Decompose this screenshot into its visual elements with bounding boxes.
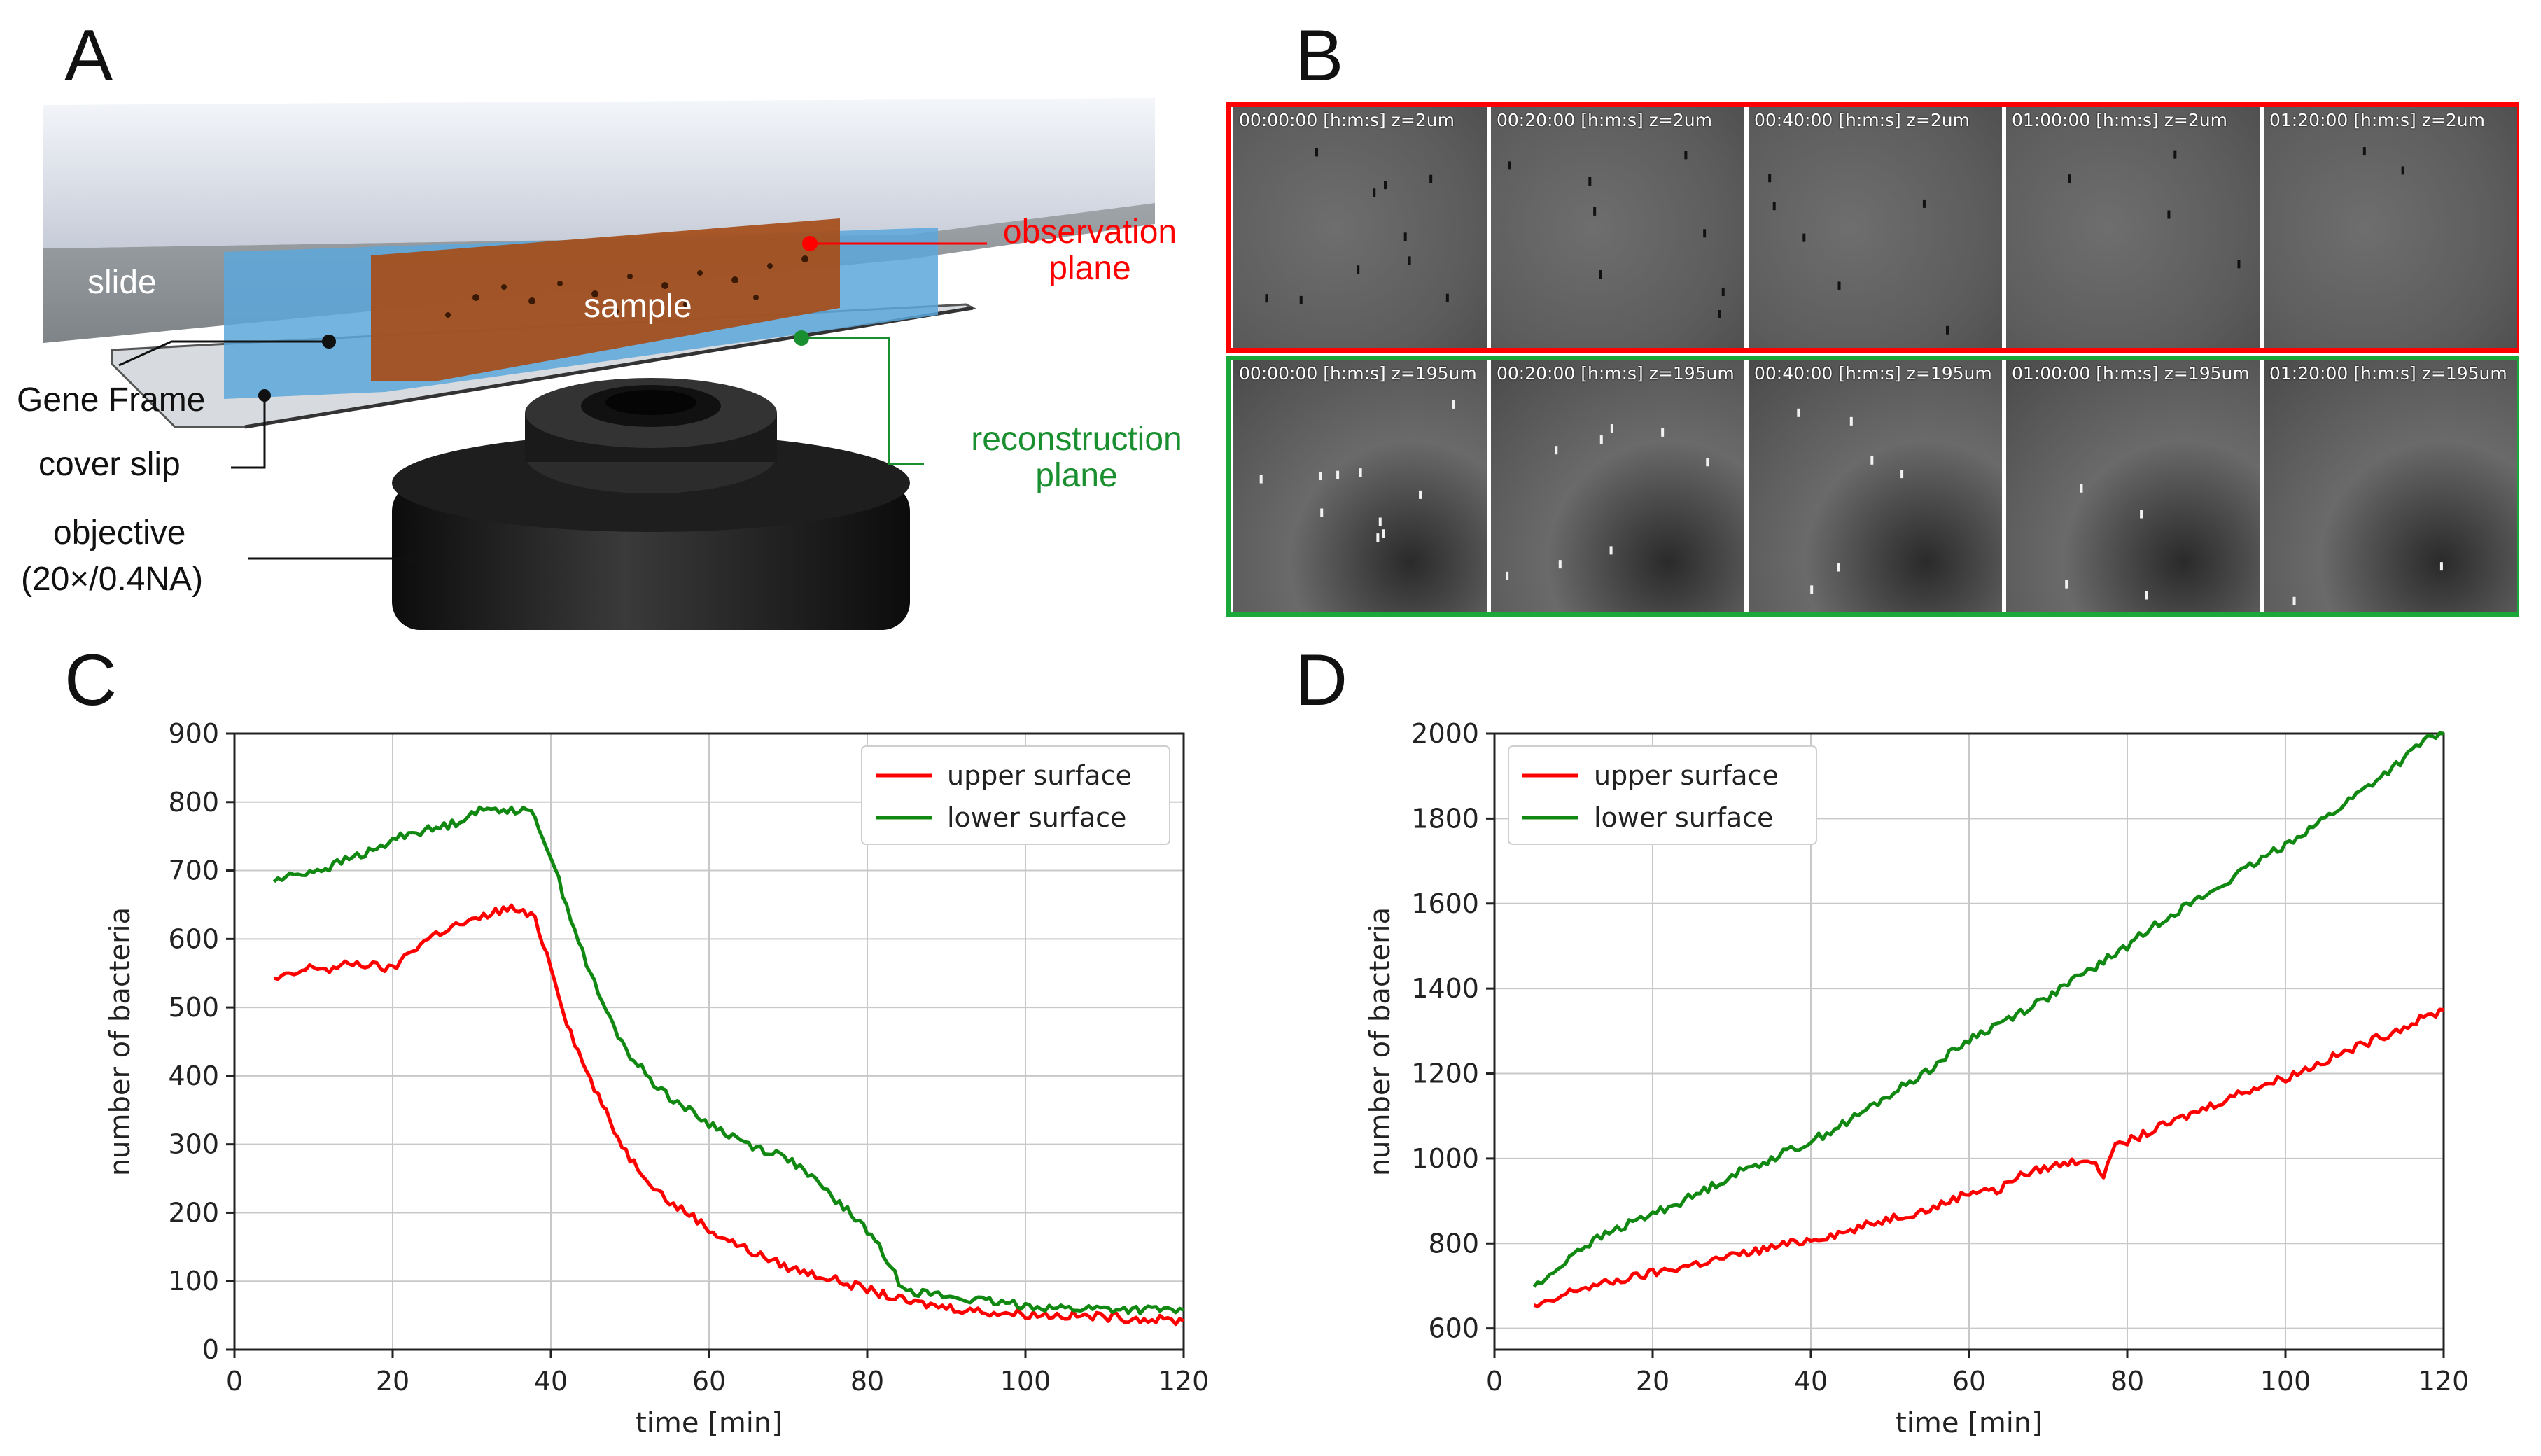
series-line-1 [273, 903, 1185, 1326]
slide-top-face [43, 98, 1155, 248]
x-tick-label: 40 [1794, 1366, 1828, 1396]
timelapse-tile-top-1: 00:00:00 [h:m:s] z=2um [1233, 107, 1487, 348]
y-tick-label: 1600 [1411, 888, 1479, 919]
legend-label-1: upper surface [947, 760, 1132, 791]
timelapse-tile-bottom-2: 00:20:00 [h:m:s] z=195um [1491, 360, 1744, 612]
y-axis-label: number of bacteria [104, 907, 136, 1176]
timelapse-caption: 00:40:00 [h:m:s] z=2um [1754, 110, 1970, 130]
timelapse-caption: 00:20:00 [h:m:s] z=2um [1497, 110, 1712, 130]
y-tick-label: 1400 [1411, 973, 1479, 1004]
y-tick-label: 800 [168, 787, 219, 818]
x-tick-label: 0 [1486, 1366, 1503, 1396]
timelapse-caption: 01:00:00 [h:m:s] z=2um [2012, 110, 2227, 130]
timelapse-caption: 01:20:00 [h:m:s] z=2um [2269, 110, 2485, 130]
reconstruction-plane-label: reconstruction plane [971, 421, 1182, 494]
bacteria-dots [445, 255, 808, 318]
panel-label-a: A [64, 15, 113, 97]
x-tick-label: 20 [1636, 1366, 1670, 1396]
objective-spec-label: (20×/0.4NA) [21, 561, 204, 598]
timelapse-tile-top-4: 01:00:00 [h:m:s] z=2um [2006, 107, 2260, 348]
series-line-2 [272, 805, 1184, 1315]
x-tick-label: 100 [1000, 1366, 1051, 1396]
y-tick-label: 200 [168, 1197, 219, 1228]
objective-shape [392, 378, 910, 630]
timelapse-tile-bottom-4: 01:00:00 [h:m:s] z=195um [2006, 360, 2260, 612]
legend-label-2: lower surface [947, 802, 1126, 833]
series-line-2 [1532, 731, 2444, 1288]
legend-label-1: upper surface [1594, 760, 1779, 791]
y-tick-label: 1200 [1411, 1058, 1479, 1089]
x-tick-label: 80 [2110, 1366, 2144, 1396]
timelapse-caption: 00:20:00 [h:m:s] z=195um [1497, 363, 1735, 384]
slide-label: slide [88, 264, 157, 301]
series-line-1 [1533, 1007, 2444, 1308]
x-axis-label: time [min] [636, 1407, 783, 1439]
timelapse-caption: 00:40:00 [h:m:s] z=195um [1754, 363, 1992, 384]
x-tick-label: 80 [850, 1366, 884, 1396]
y-tick-label: 300 [168, 1129, 219, 1160]
x-tick-label: 20 [376, 1366, 410, 1396]
timelapse-caption: 01:00:00 [h:m:s] z=195um [2012, 363, 2250, 384]
setup-schematic [43, 98, 1155, 630]
y-tick-label: 100 [168, 1266, 219, 1296]
x-tick-label: 120 [1158, 1366, 1210, 1396]
observation-plane-label: observation plane [1002, 214, 1177, 287]
y-tick-label: 600 [168, 923, 219, 954]
objective-label: objective [53, 514, 186, 552]
chart-d: 0 20 40 60 80 100 120 600 800 1000 1200 1400 1600 180… [1364, 718, 2470, 1439]
cover-slip-label: cover slip [38, 446, 181, 483]
y-axis-label: number of bacteria [1364, 907, 1396, 1176]
y-tick-label: 700 [168, 855, 219, 886]
sample-label: sample [584, 288, 692, 325]
y-tick-label: 600 [1428, 1313, 1479, 1344]
y-tick-label: 500 [168, 992, 219, 1023]
timelapse-tile-top-2: 00:20:00 [h:m:s] z=2um [1491, 107, 1744, 348]
x-tick-label: 40 [534, 1366, 568, 1396]
x-axis-label: time [min] [1896, 1407, 2043, 1439]
x-tick-label: 100 [2260, 1366, 2311, 1396]
timelapse-tile-bottom-1: 00:00:00 [h:m:s] z=195um [1233, 360, 1487, 612]
x-tick-label: 60 [692, 1366, 726, 1396]
y-tick-label: 400 [168, 1060, 219, 1091]
x-tick-label: 60 [1952, 1366, 1986, 1396]
chart-c: 0 20 40 60 80 100 120 0 100 200 300 400 500 600 700 800… [104, 718, 1210, 1439]
timelapse-caption: 01:20:00 [h:m:s] z=195um [2269, 363, 2507, 384]
y-tick-label: 1800 [1411, 803, 1479, 834]
timelapse-tile-bottom-3: 00:40:00 [h:m:s] z=195um [1749, 360, 2002, 612]
y-tick-label: 0 [202, 1334, 219, 1365]
gene-frame-label: Gene Frame [17, 382, 206, 419]
legend-box [1508, 746, 1817, 845]
y-tick-label: 900 [168, 718, 219, 749]
legend-box [861, 746, 1170, 845]
x-tick-label: 120 [2418, 1366, 2470, 1396]
timelapse-tile-top-3: 00:40:00 [h:m:s] z=2um [1749, 107, 2002, 348]
timelapse-caption: 00:00:00 [h:m:s] z=195um [1239, 363, 1477, 384]
y-tick-label: 1000 [1411, 1143, 1479, 1174]
legend-label-2: lower surface [1594, 802, 1773, 833]
y-tick-label: 2000 [1411, 718, 1479, 749]
sample-shape [371, 218, 840, 382]
y-tick-label: 800 [1428, 1228, 1479, 1259]
timelapse-caption: 00:00:00 [h:m:s] z=2um [1239, 110, 1455, 130]
timelapse-tile-bottom-5: 01:20:00 [h:m:s] z=195um [2264, 360, 2517, 612]
panel-label-b: B [1295, 15, 1344, 97]
panel-label-c: C [64, 640, 118, 721]
timelapse-tile-top-5: 01:20:00 [h:m:s] z=2um [2264, 107, 2517, 348]
panel-label-d: D [1295, 640, 1348, 721]
x-tick-label: 0 [226, 1366, 243, 1396]
